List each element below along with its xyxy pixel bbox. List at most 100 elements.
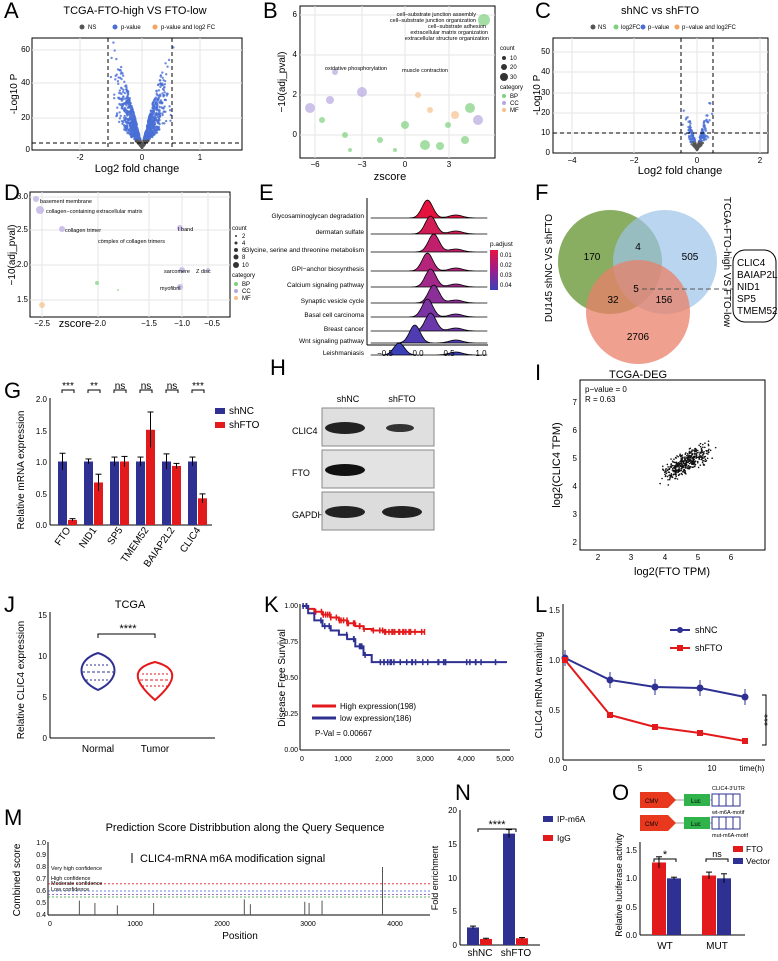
volcano-point [168,105,171,108]
volcano-point [114,78,117,81]
scatter-point [677,471,679,474]
panel-i: I p−value = 0 R = 0.63 2 3 4 5 6 2 3 4 5… [535,360,766,578]
bubble-points-b [305,14,490,152]
scatter-point [675,475,678,478]
tick: 0.0 [36,521,48,530]
panel-m-xlabel: Position [222,931,258,942]
volcano-point [129,115,132,119]
annotation: cell−substrate junction organization [390,18,476,24]
volcano-point [163,105,166,108]
scatter-point [695,452,698,455]
scatter-point [695,449,698,452]
scatter-point [693,452,696,455]
scatter-point [707,440,710,442]
plot-area-i [579,379,766,551]
scatter-point [678,474,680,476]
volcano-point [163,91,166,94]
scatter-point [681,464,684,467]
data-point [652,724,658,730]
scatter-point [692,455,695,458]
volcano-point [130,133,133,136]
panel-a-ylabel: -Log10 P [9,73,20,114]
bar-chart-o [652,856,731,935]
volcano-point [139,140,142,143]
volcano-point [135,126,138,130]
panel-c: C shNC vs shFTO NS log2FC p−value p−valu… [532,0,769,177]
volcano-point [690,143,693,146]
volcano-point [701,127,704,131]
tick: 3.0 [17,192,29,201]
scatter-point [676,463,679,465]
tick: 3 [629,553,634,562]
venn-count: 156 [656,295,673,306]
tick: 5 [638,764,643,773]
volcano-point [166,65,169,68]
signal-label: CLIC4-mRNA m6A modification signal [140,853,325,865]
panel-c-ylabel: -Log10 P [532,74,543,115]
volcano-point [159,85,162,89]
volcano-point [124,102,127,106]
bar [84,461,93,525]
scatter-point [669,477,671,479]
scatter-point [704,446,706,449]
panel-f: F 170 4 505 5 32 156 2706 DU145 shNC VS … [535,180,778,381]
term-bubble [117,289,119,291]
panel-c-xlabel: Log2 fold change [638,165,722,177]
scatter-point [668,478,671,481]
scatter-point [694,460,697,462]
volcano-point [134,124,137,128]
data-point [606,676,614,684]
tick: 4 [663,553,668,562]
scatter-point [691,463,694,465]
volcano-point [122,95,125,99]
category-label: NID1 [77,525,99,550]
legend-pvalue: p-value [121,25,141,31]
volcano-point [120,106,124,109]
venn-count: 505 [682,252,699,263]
venn-circle-tcga-deg [586,260,690,364]
scatter-point [661,465,664,468]
tick: 1.5 [36,427,48,436]
legend-label: IP-m6A [557,814,586,824]
scatter-point [671,469,674,471]
volcano-point [144,135,147,138]
venn-count: 4 [635,242,641,253]
legend-ns: NS [88,25,96,31]
volcano-point [149,115,152,119]
volcano-point [112,41,115,44]
tick: 0 [563,764,568,773]
term-bubble [465,103,475,113]
scatter-point [661,477,663,480]
legend-item: BP [510,94,518,100]
volcano-point [162,107,165,110]
volcano-point [169,119,172,122]
volcano-point [147,122,150,125]
legend-swatch-shfto [215,422,225,428]
term-bubble [478,14,490,26]
volcano-point [119,76,122,80]
scatter-point [676,465,678,468]
term-bubble [436,142,444,150]
scatter-point [684,459,686,462]
pathway-label: Calcium signaling pathway [287,282,365,289]
volcano-point [118,91,121,95]
volcano-point [687,128,691,131]
scatter-point [671,476,674,478]
panel-i-xlabel: log2(FTO TPM) [634,566,710,578]
scatter-point [691,456,694,459]
construct-label: CMV [645,822,658,828]
significance-label: *** [763,714,774,726]
panel-label-f: F [535,180,548,205]
volcano-point [708,101,711,105]
volcano-point [122,88,125,91]
scatter-point [709,449,712,452]
scatter-point [683,464,686,466]
volcano-point [133,119,136,123]
tick: 10 [541,128,550,137]
volcano-point [164,119,168,123]
legend-item: 0.04 [500,283,512,289]
scatter-point [704,455,707,458]
volcano-point [161,71,164,74]
volcano-point [155,89,158,92]
